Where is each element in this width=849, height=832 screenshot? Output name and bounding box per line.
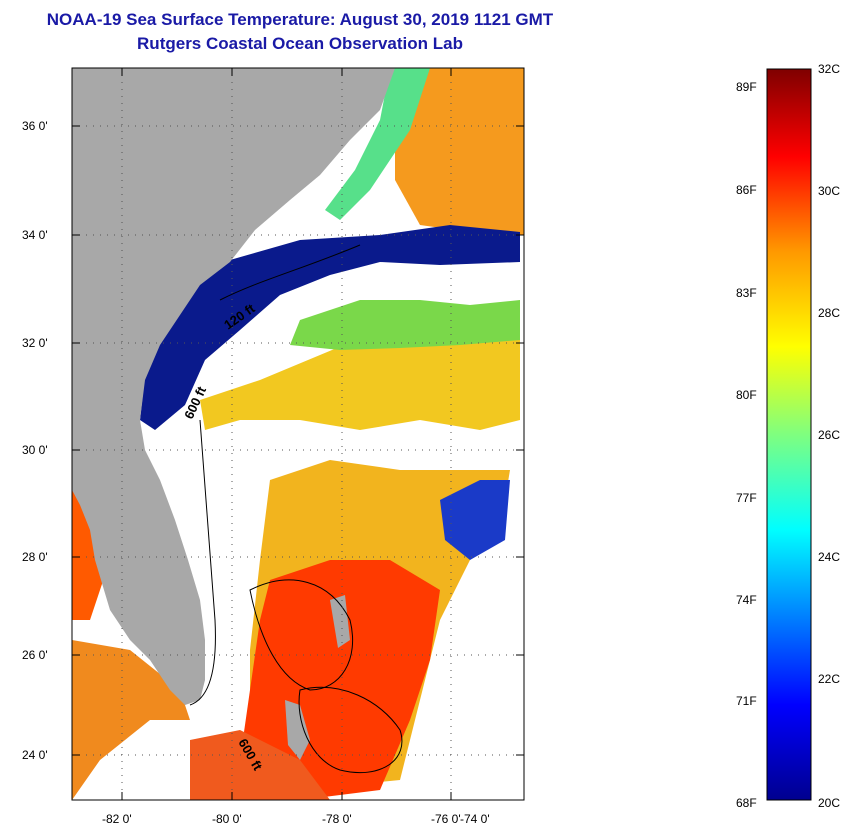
- axis-ticks: [72, 68, 524, 800]
- colorbar-f-label: 74F: [736, 593, 757, 607]
- colorbar-c-label: 30C: [818, 184, 841, 198]
- gulf-stream-edge: [325, 68, 430, 220]
- colorbar-f-label: 68F: [736, 796, 757, 810]
- lat-label: 36 0': [22, 119, 48, 133]
- cuba-warm-water: [190, 730, 330, 800]
- cold-patch-east: [440, 480, 510, 560]
- lon-label: -82 0': [102, 812, 132, 826]
- lon-label: -78 0': [322, 812, 352, 826]
- lon-label: -80 0': [212, 812, 242, 826]
- lat-label: 28 0': [22, 550, 48, 564]
- land-bahamas-1: [330, 595, 350, 648]
- graticule: [72, 68, 524, 800]
- colorbar-f-label: 71F: [736, 694, 757, 708]
- lat-label: 30 0': [22, 443, 48, 457]
- colorbar-f-label: 83F: [736, 286, 757, 300]
- lon-label: -74 0': [460, 812, 490, 826]
- keys-warm-water: [72, 640, 190, 800]
- lon-label: -76 0': [431, 812, 461, 826]
- colorbar-c-label: 26C: [818, 428, 841, 442]
- lat-label: 32 0': [22, 336, 48, 350]
- colorbar-f-label: 89F: [736, 80, 757, 94]
- colorbar-c-label: 24C: [818, 550, 841, 564]
- shelf-contour-2: [219, 244, 361, 301]
- shelf-contour: [189, 419, 216, 706]
- colorbar-c-label: 20C: [818, 796, 841, 810]
- map-title: NOAA-19 Sea Surface Temperature: August …: [46, 10, 554, 29]
- map-subtitle: Rutgers Coastal Ocean Observation Lab: [137, 34, 463, 53]
- colorbar-c-label: 32C: [818, 62, 841, 76]
- temperature-colorbar: [766, 68, 812, 801]
- colorbar-f-label: 80F: [736, 388, 757, 402]
- colorbar-f-label: 86F: [736, 183, 757, 197]
- warm-water-northeast: [395, 68, 524, 235]
- bahamas-contour: [249, 579, 354, 691]
- land-bahamas-2: [285, 700, 310, 760]
- bahamas-contour-2: [298, 686, 403, 774]
- colorbar-c-label: 22C: [818, 672, 841, 686]
- colorbar-f-label: 77F: [736, 491, 757, 505]
- mixed-water-mid: [200, 320, 520, 430]
- green-patches: [290, 300, 520, 350]
- lat-label: 34 0': [22, 228, 48, 242]
- lat-label: 24 0': [22, 748, 48, 762]
- lat-label: 26 0': [22, 648, 48, 662]
- land-us-coast: [72, 68, 395, 705]
- cold-water-band: [140, 225, 520, 430]
- colorbar-c-label: 28C: [818, 306, 841, 320]
